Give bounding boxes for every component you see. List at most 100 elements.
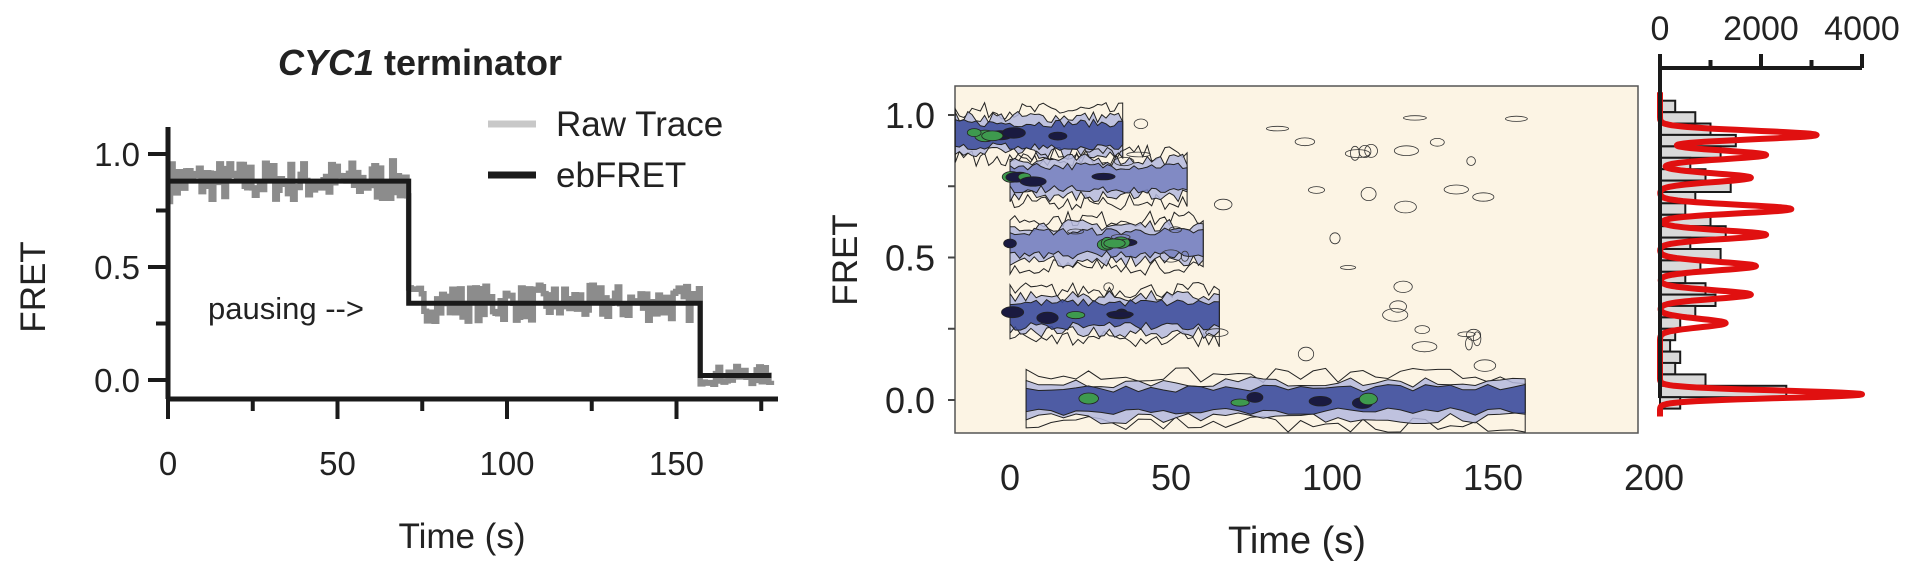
contour-trace (1411, 341, 1438, 353)
x-tick-label: 100 (479, 445, 534, 482)
ebfret-line (168, 178, 772, 378)
contour-ring (1025, 383, 1526, 416)
contour-hotspot (1001, 127, 1026, 139)
contour-hotspot (1091, 172, 1116, 181)
contour-trace (1126, 151, 1151, 158)
contour-hotspot (1246, 391, 1264, 403)
y-tick-label: 1.0 (94, 136, 140, 173)
legend: Raw Trace ebFRET (488, 105, 723, 195)
contour-panel: 0.0 0.5 1.0 0 50 100 150 200 Time (s) FRET (826, 85, 1684, 562)
x-tick-label: 0 (159, 445, 177, 482)
fret-trace-panel: CYC1 terminator 0.0 0.5 1.0 0 50 100 150 Time … (14, 42, 778, 556)
contour-ring (1009, 281, 1220, 348)
contour-y-tick-label: 1.0 (885, 95, 935, 136)
contour-trace (1394, 200, 1417, 214)
contour-trace (1205, 328, 1229, 337)
contour-trace (1466, 156, 1476, 166)
contour-trace (1393, 280, 1413, 293)
histogram-panel: 0 2000 4000 (1651, 10, 1900, 419)
legend-label-ebfret: ebFRET (556, 156, 686, 195)
contour-trace (1429, 138, 1445, 147)
contour-x-tick-label: 50 (1151, 457, 1191, 498)
contour-hotspot (1078, 392, 1099, 405)
contour-trace (1472, 192, 1495, 202)
contour-trace (1382, 308, 1409, 322)
trace-axes (148, 127, 778, 419)
ebfret-series (168, 178, 772, 378)
contour-tick-labels: 0.0 0.5 1.0 0 50 100 150 200 (885, 95, 1684, 498)
pausing-annotation: pausing --> (208, 291, 364, 326)
contour-trace (1133, 118, 1149, 130)
contour-hotspot (1036, 311, 1059, 324)
contour-trace (1465, 337, 1473, 351)
contour-hotspot (981, 130, 1004, 142)
contour-hotspot (1359, 392, 1378, 406)
contour-trace (1329, 232, 1341, 245)
contour-trace (1297, 346, 1315, 362)
contour-hotspot (1308, 396, 1332, 407)
contour-hotspot (1001, 306, 1025, 319)
contour-trace (1393, 145, 1419, 157)
contour-trace (1168, 226, 1182, 234)
chart-title-italic: CYC1 (278, 42, 374, 83)
contour-trace (1505, 115, 1528, 122)
contour-hotspot (1106, 310, 1134, 319)
contour-trace (1180, 250, 1190, 262)
contour-trace (1067, 228, 1084, 235)
chart-title: CYC1 terminator (278, 42, 562, 83)
chart-title-rest: terminator (374, 42, 562, 83)
y-axis-label: FRET (14, 241, 53, 332)
contour-ring (954, 118, 1124, 151)
contour-trace (1358, 144, 1372, 158)
contour-trace (1364, 143, 1378, 158)
contour-hotspot (1103, 238, 1126, 249)
histogram-bar (1659, 202, 1687, 216)
raw-trace-series (167, 158, 775, 388)
contour-y-tick-label: 0.0 (885, 380, 935, 421)
contour-trace (1472, 331, 1482, 347)
histogram-tick-label: 4000 (1824, 10, 1900, 48)
contour-y-axis-label: FRET (826, 214, 865, 305)
contour-trace (1389, 300, 1407, 313)
contour-trace (1360, 186, 1377, 201)
contour-trace (1308, 186, 1326, 194)
contour-hotspot (966, 128, 982, 138)
contour-x-axis-label: Time (s) (1228, 520, 1366, 562)
contour-trace (1110, 233, 1131, 240)
x-tick-label: 50 (319, 445, 356, 482)
contour-trace (1213, 198, 1233, 211)
legend-label-raw: Raw Trace (556, 105, 723, 144)
x-tick-label: 150 (649, 445, 704, 482)
trace-tick-labels: 0.0 0.5 1.0 0 50 100 150 (94, 136, 704, 482)
y-tick-label: 0.0 (94, 362, 140, 399)
contour-trace (1113, 156, 1135, 167)
contour-x-tick-label: 100 (1302, 457, 1362, 498)
contour-trace (1344, 149, 1371, 159)
histogram-bar (1659, 350, 1682, 365)
contour-x-tick-label: 200 (1624, 457, 1684, 498)
contour-trace (1340, 265, 1357, 270)
contour-x-tick-label: 150 (1463, 457, 1523, 498)
histogram-axes (1658, 54, 1864, 398)
histogram-tick-label: 2000 (1723, 10, 1799, 48)
contour-trace (1443, 184, 1469, 195)
raw-trace-line (167, 158, 775, 388)
histogram-tick-labels: 0 2000 4000 (1651, 10, 1900, 48)
contour-hotspot (1019, 176, 1047, 187)
contour-trace (1103, 282, 1114, 292)
contour-trace (1403, 115, 1427, 121)
contour-hotspot (1048, 131, 1068, 141)
x-axis-label: Time (s) (398, 517, 525, 556)
contour-trace (1466, 328, 1482, 341)
contour-trace (1266, 125, 1290, 132)
contour-trace (1294, 137, 1316, 147)
contour-x-tick-label: 0 (1000, 457, 1020, 498)
contour-ring (1025, 367, 1526, 433)
contour-hotspot (1230, 398, 1250, 407)
contour-hotspot (1066, 311, 1086, 320)
contour-y-tick-label: 0.5 (885, 238, 935, 279)
histogram-tick-label: 0 (1651, 10, 1670, 48)
y-tick-label: 0.5 (94, 249, 140, 286)
contour-bands (954, 101, 1528, 433)
